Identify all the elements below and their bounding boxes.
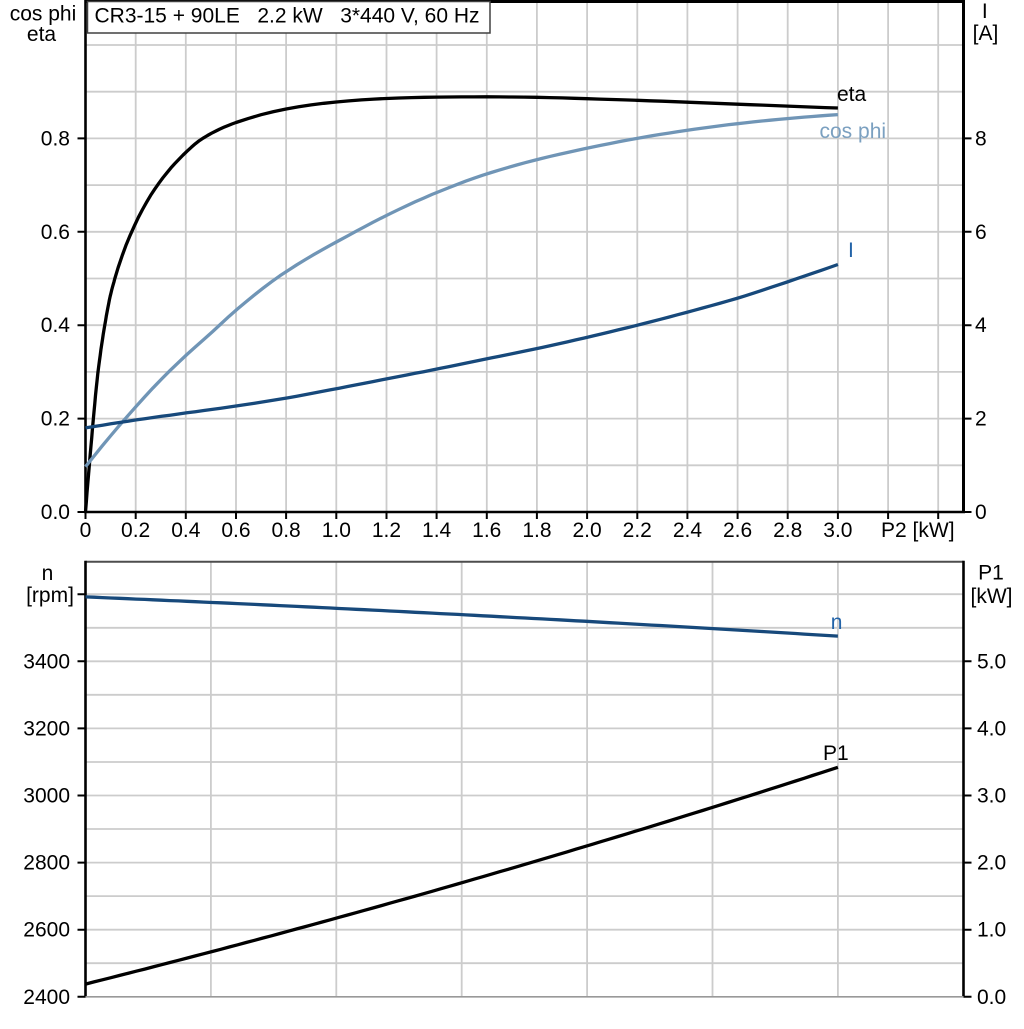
svg-text:0.0: 0.0 [41, 501, 70, 524]
svg-text:1.6: 1.6 [472, 519, 501, 542]
svg-text:0.2: 0.2 [41, 408, 70, 431]
svg-text:1.4: 1.4 [422, 519, 452, 542]
svg-text:0.6: 0.6 [41, 221, 70, 244]
svg-text:1.2: 1.2 [372, 519, 401, 542]
svg-text:0.6: 0.6 [221, 519, 250, 542]
svg-text:6: 6 [975, 221, 987, 244]
svg-text:2.0: 2.0 [572, 519, 601, 542]
svg-text:I: I [848, 239, 854, 262]
svg-text:4: 4 [975, 314, 987, 337]
svg-text:0.8: 0.8 [41, 127, 70, 150]
svg-text:P1: P1 [978, 562, 1004, 585]
svg-text:[A]: [A] [973, 22, 999, 45]
svg-text:2: 2 [975, 408, 987, 431]
svg-text:4.0: 4.0 [977, 717, 1006, 740]
svg-text:2600: 2600 [23, 919, 70, 942]
svg-text:cos phi: cos phi [820, 120, 887, 143]
svg-text:0.8: 0.8 [272, 519, 301, 542]
svg-text:2.8: 2.8 [773, 519, 802, 542]
svg-text:0.2: 0.2 [121, 519, 150, 542]
svg-text:5.0: 5.0 [977, 650, 1006, 673]
svg-text:P2 [kW]: P2 [kW] [881, 519, 955, 542]
svg-text:0.4: 0.4 [171, 519, 201, 542]
svg-text:2.0: 2.0 [977, 852, 1006, 875]
svg-text:1.0: 1.0 [322, 519, 351, 542]
svg-text:3200: 3200 [23, 717, 70, 740]
svg-text:3400: 3400 [23, 650, 70, 673]
svg-text:eta: eta [27, 23, 57, 46]
svg-text:0.4: 0.4 [41, 314, 71, 337]
svg-text:I: I [982, 0, 988, 23]
svg-text:n: n [42, 562, 54, 585]
svg-text:n: n [831, 611, 843, 634]
svg-text:0.0: 0.0 [977, 986, 1006, 1009]
svg-text:2.4: 2.4 [673, 519, 703, 542]
svg-text:0: 0 [975, 501, 987, 524]
svg-text:2400: 2400 [23, 986, 70, 1009]
svg-text:3.0: 3.0 [977, 785, 1006, 808]
svg-text:1.8: 1.8 [522, 519, 551, 542]
svg-text:0: 0 [80, 519, 92, 542]
svg-text:eta: eta [837, 83, 867, 106]
svg-text:8: 8 [975, 127, 987, 150]
svg-text:2.2: 2.2 [623, 519, 652, 542]
svg-text:P1: P1 [823, 742, 849, 765]
svg-text:cos phi: cos phi [10, 3, 77, 26]
svg-text:2800: 2800 [23, 852, 70, 875]
svg-text:[kW]: [kW] [971, 585, 1013, 608]
svg-text:2.6: 2.6 [723, 519, 752, 542]
svg-text:CR3-15 + 90LE 2.2 kW 3*440: CR3-15 + 90LE 2.2 kW 3*440 V, 60 Hz [95, 5, 480, 28]
svg-text:1.0: 1.0 [977, 919, 1006, 942]
svg-text:3000: 3000 [23, 785, 70, 808]
svg-text:[rpm]: [rpm] [26, 584, 74, 607]
svg-text:3.0: 3.0 [823, 519, 852, 542]
